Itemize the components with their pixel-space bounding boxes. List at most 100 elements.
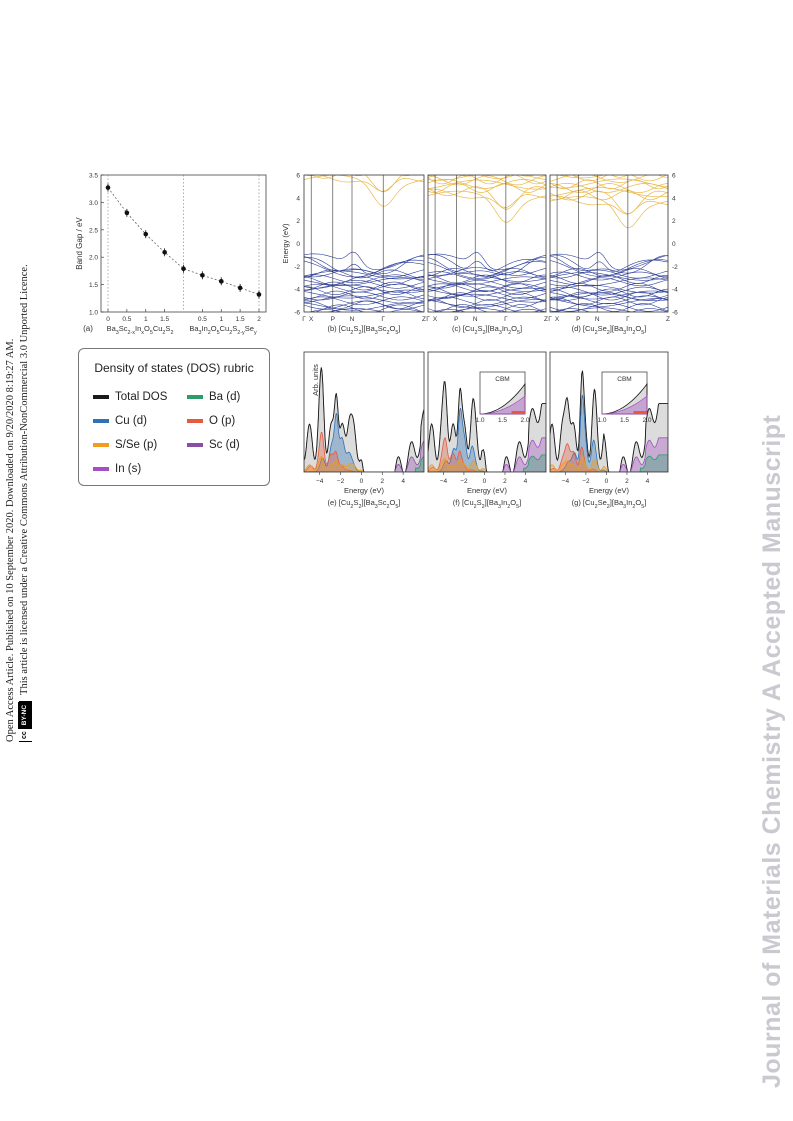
legend-label: Sc (d): [209, 439, 240, 451]
valence-band: [550, 291, 668, 301]
sse-p-dos: [428, 458, 546, 472]
dos-x-tick-label: −4: [440, 478, 448, 485]
kpoint-label: Γ: [426, 316, 430, 323]
dos-x-tick-label: 0: [483, 478, 487, 485]
dos-panel-label: (g) [Cu2Se2][Ba3In2O5]: [572, 498, 647, 510]
dos-legend: Density of states (DOS) rubric Total DOS…: [78, 348, 270, 486]
band-panel-frame: [303, 174, 425, 313]
valence-band: [550, 255, 668, 274]
panel-a-label: (a): [83, 324, 93, 333]
kpoint-label: N: [350, 316, 355, 323]
band-panel-label: (b) [Cu2S2][Ba3Sc2O5]: [328, 324, 401, 336]
valence-band: [428, 296, 546, 306]
conduction-band: [550, 195, 668, 215]
energy-axis-label: Energy (eV): [281, 223, 290, 264]
conduction-band: [460, 175, 535, 177]
inset-title: CBM: [617, 376, 631, 383]
valence-band: [552, 308, 668, 312]
legend-item-o-p: O (p): [187, 415, 235, 427]
dos-x-tick-label: −4: [316, 478, 324, 485]
inset-tick-label: 1.0: [475, 417, 484, 424]
inset-tick-label: 2.0: [520, 417, 529, 424]
valence-band: [428, 290, 546, 299]
legend-label: S/Se (p): [115, 439, 158, 451]
dos-x-tick-label: 0: [360, 478, 364, 485]
band-lines: [304, 175, 424, 312]
valence-band: [550, 269, 668, 279]
valence-band: [550, 295, 668, 305]
valence-band: [304, 251, 424, 270]
conduction-band: [550, 196, 668, 229]
legend-item-ba-d: Ba (d): [187, 391, 240, 403]
x-tick-label: 1.5: [160, 316, 169, 323]
kpoint-label: Z: [666, 316, 670, 323]
valence-band: [550, 254, 668, 272]
in-s-dos: [550, 437, 668, 472]
valence-band: [309, 309, 423, 312]
kpoint-label: X: [433, 316, 438, 323]
valence-band: [449, 308, 509, 312]
valence-band: [428, 286, 546, 295]
kpoint-label: X: [555, 316, 560, 323]
valence-band: [428, 257, 546, 276]
data-point: [105, 185, 111, 190]
energy-tick-label: 6: [672, 173, 676, 180]
ba-d-dos: [550, 454, 668, 472]
conduction-band: [563, 175, 668, 178]
legend-swatch: [93, 395, 109, 399]
inset-o-p-dos: [633, 411, 647, 414]
dos-x-tick-label: 4: [646, 478, 650, 485]
cu-d-dos: [550, 394, 668, 472]
valence-band: [304, 291, 424, 301]
legend-item-s-se-p: S/Se (p): [93, 439, 157, 451]
valence-band: [304, 290, 424, 300]
kpoint-label: Γ: [626, 316, 630, 323]
sse-p-dos: [550, 456, 668, 472]
o-p-dos: [304, 431, 424, 472]
kpoint-label: N: [595, 316, 600, 323]
x-tick-label: 1.5: [236, 316, 245, 323]
y-tick-label: 2.5: [89, 227, 98, 234]
dos-panel-frame: [303, 351, 425, 473]
conduction-band: [319, 175, 424, 192]
panel-a-bandgap-plot: 1.0 1.5 2.0 2.5 3.0 3.5 Band Gap / eV 0 0.5 1 1.5 0…: [75, 173, 267, 336]
valence-band: [428, 299, 546, 308]
dos-x-tick-label: 4: [524, 478, 528, 485]
valence-band: [550, 277, 668, 287]
legend-label: Ba (d): [209, 391, 241, 403]
total-dos-line: [550, 370, 668, 472]
valence-band: [304, 257, 424, 275]
valence-band: [550, 288, 668, 298]
legend-title: Density of states (DOS) rubric: [94, 361, 254, 375]
formula-s-se-series: Ba3In2O5Cu2S2-ySey: [189, 324, 257, 336]
inset-total-dos: [479, 382, 526, 415]
valence-band: [428, 276, 546, 286]
dos-x-axis-label: Energy (eV): [467, 486, 508, 495]
valence-band: [428, 271, 546, 280]
conduction-band: [557, 175, 606, 179]
conduction-band: [428, 175, 546, 185]
inset-title: CBM: [495, 376, 509, 383]
inset-tick-label: 1.5: [620, 417, 629, 424]
x-tick-label: 1: [144, 316, 148, 323]
valence-band: [304, 296, 424, 306]
sc-d-dos: [304, 440, 424, 472]
energy-tick-label: 4: [672, 195, 676, 202]
dos-y-axis-label: Arb. units: [311, 364, 320, 396]
conduction-band: [406, 175, 424, 176]
dos-x-tick-label: −2: [337, 478, 345, 485]
data-point: [218, 279, 224, 284]
conduction-band: [428, 179, 546, 190]
dos-panel: −4 −2 0 2 4 Energy (eV) (f) [Cu2S2][Ba3In2O5] C…: [427, 351, 547, 510]
conduction-band: [550, 169, 668, 172]
formula-sc-in-series: Ba3Sc2-xInxO5Cu2S2: [107, 324, 174, 336]
legend-swatch: [187, 443, 203, 447]
conduction-band: [550, 178, 668, 189]
legend-swatch: [93, 467, 109, 471]
kpoint-label: P: [576, 316, 580, 323]
x-tick-label: 0.5: [198, 316, 207, 323]
band-lines: [428, 175, 546, 312]
valence-band: [550, 298, 668, 307]
conduction-band: [571, 175, 668, 182]
